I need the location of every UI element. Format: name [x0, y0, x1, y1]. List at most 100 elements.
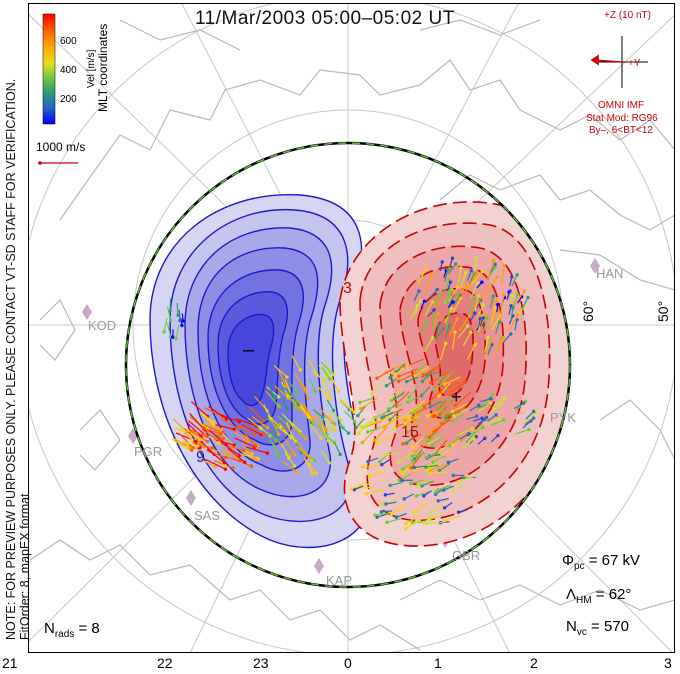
velocity-vector-origin — [396, 379, 401, 384]
velocity-vector-origin — [410, 411, 414, 416]
velocity-vector — [484, 418, 500, 426]
preview-warning: NOTE: FOR PREVIEW PURPOSES ONLY. PLEASE … — [4, 78, 18, 640]
velocity-vector — [486, 414, 497, 422]
velocity-vector — [486, 276, 498, 294]
velocity-vector — [163, 318, 168, 332]
velocity-vector — [404, 416, 420, 424]
potential-min-marker: – — [243, 339, 255, 361]
velocity-vector — [334, 443, 341, 455]
velocity-vector — [320, 449, 330, 464]
velocity-vector-origin — [489, 397, 493, 401]
velocity-vector-origin — [459, 266, 463, 270]
imf-vector — [590, 54, 623, 66]
velocity-vector-origin — [427, 435, 432, 439]
velocity-vector — [512, 294, 519, 309]
velocity-vector — [467, 298, 474, 313]
contour-label-c: 15 — [401, 424, 419, 441]
site-sas: SAS — [194, 508, 221, 523]
velocity-vector-origin — [437, 394, 441, 398]
velocity-vector-origin — [218, 432, 223, 436]
velocity-vector — [487, 344, 493, 355]
velocity-vector — [394, 391, 410, 407]
velocity-vector — [224, 444, 245, 452]
stat-n-rads-value: 8 — [91, 620, 100, 637]
velocity-vector-origin — [397, 478, 402, 483]
velocity-vector-origin — [451, 473, 456, 478]
velocity-vector-origin — [432, 314, 437, 318]
velocity-vector-origin — [434, 490, 438, 494]
velocity-vector-origin — [480, 416, 484, 420]
velocity-vector — [513, 402, 524, 410]
velocity-vector — [388, 403, 403, 410]
velocity-vector — [465, 275, 477, 292]
velocity-vector-origin — [486, 335, 490, 340]
velocity-vector — [204, 424, 224, 434]
velocity-vector-origin — [431, 460, 435, 465]
velocity-vector-origin — [481, 292, 486, 297]
velocity-vector — [340, 400, 355, 413]
velocity-vector-origin — [448, 280, 453, 284]
stat-n-vc-value: 570 — [603, 618, 629, 635]
velocity-vector-origin — [178, 318, 182, 323]
lat-label-60: 60° — [580, 300, 596, 322]
velocity-vector — [429, 289, 438, 299]
velocity-vector-origin — [424, 469, 428, 473]
velocity-vector — [246, 446, 268, 454]
velocity-vector-origin — [222, 460, 227, 465]
velocity-vector-origin — [432, 387, 436, 392]
velocity-vector — [452, 403, 468, 412]
velocity-vector — [254, 396, 268, 412]
velocity-vector — [428, 435, 444, 444]
velocity-vector-origin — [509, 332, 513, 336]
velocity-vector — [398, 452, 413, 463]
velocity-vector-origin — [491, 294, 495, 298]
velocity-vector — [176, 302, 179, 316]
velocity-vector — [381, 411, 394, 419]
velocity-vector — [295, 445, 311, 459]
velocity-vector — [411, 399, 426, 413]
velocity-vector-origin — [436, 499, 440, 503]
velocity-vector-origin — [205, 439, 210, 444]
velocity-vector — [414, 465, 426, 469]
velocity-vector — [421, 386, 431, 396]
velocity-vector — [469, 404, 480, 412]
velocity-vector — [185, 420, 202, 438]
velocity-vector-origin — [489, 338, 494, 343]
velocity-vector — [366, 489, 384, 495]
velocity-vector-origin — [400, 478, 404, 483]
velocity-vector-origin — [242, 449, 246, 453]
velocity-vector-origin — [366, 459, 370, 464]
velocity-vector-origin — [360, 440, 365, 445]
velocity-vector-origin — [383, 493, 388, 497]
velocity-vector — [414, 300, 422, 316]
velocity-vector-origin — [477, 294, 481, 298]
velocity-vector-origin — [485, 316, 489, 320]
velocity-vector — [338, 424, 349, 434]
velocity-vector — [403, 493, 415, 500]
imf-y-label: +Y — [628, 58, 641, 69]
velocity-vector-origin — [464, 284, 468, 288]
velocity-vector — [484, 337, 489, 353]
velocity-vector — [423, 513, 438, 523]
velocity-vector — [178, 432, 194, 449]
velocity-vector-origin — [190, 448, 194, 452]
mlt-tick-2: 2 — [530, 655, 538, 671]
velocity-vector — [490, 419, 505, 427]
velocity-vector — [360, 421, 376, 428]
velocity-vector-origin — [496, 302, 500, 307]
velocity-vector — [241, 430, 257, 447]
velocity-vector-origin — [356, 431, 361, 435]
velocity-vector-origin — [483, 313, 488, 318]
velocity-vector-origin — [428, 471, 432, 475]
velocity-vector — [359, 397, 374, 404]
velocity-vector — [471, 426, 484, 436]
velocity-vector — [172, 418, 188, 433]
velocity-vector-origin — [181, 319, 185, 323]
velocity-vector-origin — [198, 438, 202, 442]
velocity-vector-origin — [508, 289, 512, 293]
velocity-vector-origin — [472, 436, 476, 441]
velocity-vector — [218, 413, 240, 423]
velocity-vector-origin — [402, 497, 406, 501]
velocity-vector — [446, 291, 452, 305]
velocity-vector-origin — [358, 400, 362, 405]
